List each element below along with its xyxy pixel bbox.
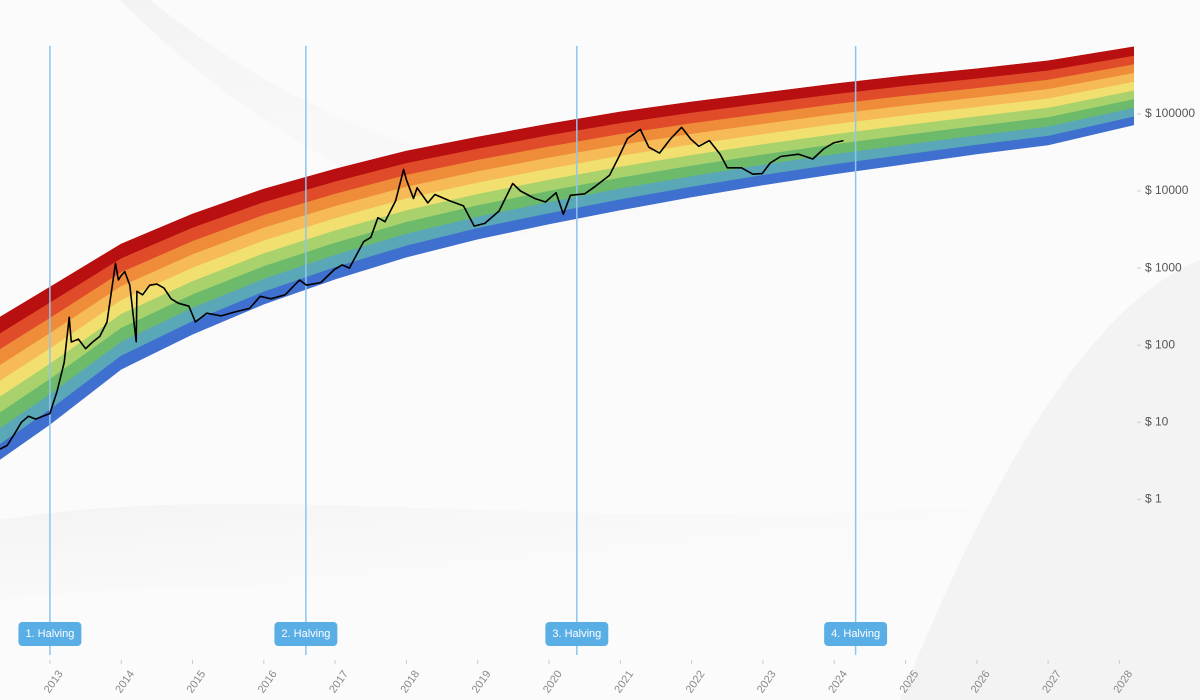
halving-label: 3. Halving — [552, 628, 601, 640]
price-lines — [0, 126, 844, 450]
halving-badge-box — [18, 622, 82, 646]
halving-badge-box — [545, 622, 609, 646]
halving-badge: 2. Halving — [274, 622, 338, 646]
background-swoosh — [900, 260, 1200, 700]
y-tick-label: $ 10000 — [1145, 183, 1189, 197]
price-line — [0, 126, 844, 450]
halving-badge-box — [274, 622, 338, 646]
rainbow-band — [0, 46, 1134, 334]
halving-badge: 1. Halving — [18, 622, 82, 646]
halving-badge: 3. Halving — [545, 622, 609, 646]
background-swoosh — [0, 480, 1200, 600]
y-tick-label: $ 1000 — [1145, 260, 1182, 274]
background-swoosh — [120, 0, 1200, 264]
rainbow-bands — [0, 46, 1134, 460]
halving-label: 2. Halving — [281, 628, 330, 640]
halving-label: 1. Halving — [25, 628, 74, 640]
y-tick-label: $ 1 — [1145, 492, 1162, 506]
halving-badge: 4. Halving — [824, 622, 888, 646]
y-tick-label: $ 100 — [1145, 337, 1175, 351]
y-tick-label: $ 10 — [1145, 414, 1169, 428]
halvings: 1. Halving 2. Halving 3. Halving 4. Halving — [18, 46, 888, 655]
y-tick-label: $ 100000 — [1145, 106, 1195, 120]
halving-label: 4. Halving — [831, 628, 880, 640]
halving-badge-box — [824, 622, 888, 646]
